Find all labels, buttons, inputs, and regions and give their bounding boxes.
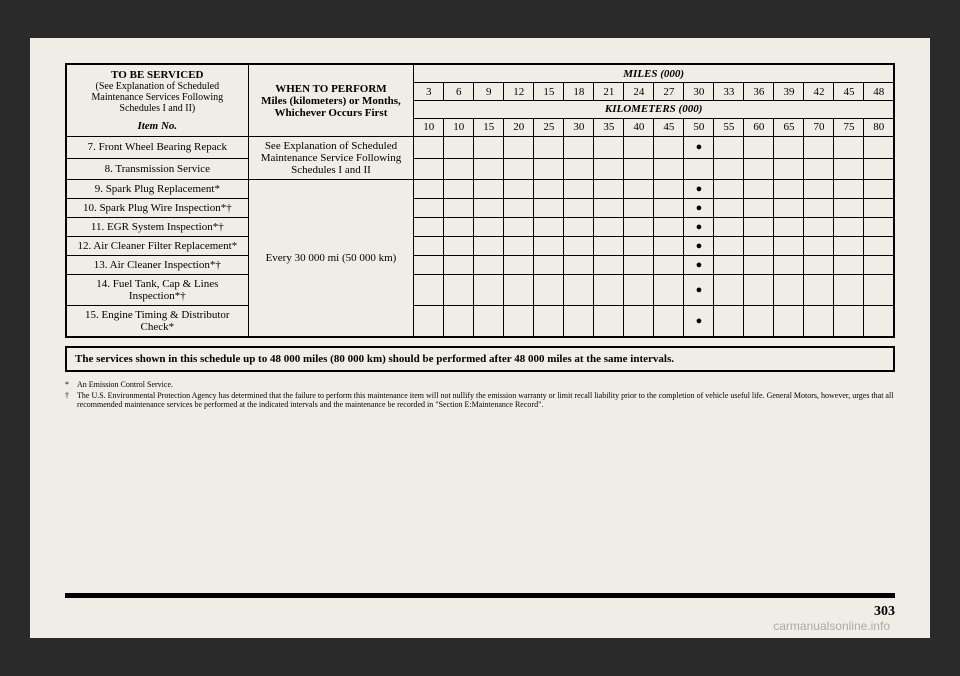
dot-icon: ● xyxy=(684,237,714,256)
page-rule xyxy=(65,593,895,598)
km-col: 10 xyxy=(444,118,474,136)
table-row: 12. Air Cleaner Filter Replacement* ● xyxy=(66,237,894,256)
miles-col: 36 xyxy=(744,83,774,101)
note-box: The services shown in this schedule up t… xyxy=(65,346,895,372)
item-label: 14. Fuel Tank, Cap & Lines Inspection*† xyxy=(66,275,248,306)
item-label: 12. Air Cleaner Filter Replacement* xyxy=(66,237,248,256)
miles-col: 42 xyxy=(804,83,834,101)
when-title: WHEN TO PERFORM xyxy=(253,83,410,95)
table-row: 10. Spark Plug Wire Inspection*† ● xyxy=(66,199,894,218)
table-row: 13. Air Cleaner Inspection*† ● xyxy=(66,256,894,275)
footnote-dagger: † The U.S. Environmental Protection Agen… xyxy=(65,391,895,409)
item-no-label: Item No. xyxy=(71,120,244,132)
miles-header: MILES (000) xyxy=(414,64,894,83)
km-col: 25 xyxy=(534,118,564,136)
km-col: 55 xyxy=(714,118,744,136)
km-col: 35 xyxy=(594,118,624,136)
miles-col: 15 xyxy=(534,83,564,101)
km-col: 60 xyxy=(744,118,774,136)
km-col: 80 xyxy=(864,118,894,136)
footnote-text: An Emission Control Service. xyxy=(77,380,173,389)
item-label: 10. Spark Plug Wire Inspection*† xyxy=(66,199,248,218)
table-row: 8. Transmission Service xyxy=(66,158,894,180)
footnote-text: The U.S. Environmental Protection Agency… xyxy=(77,391,895,409)
miles-col: 30 xyxy=(684,83,714,101)
table-row: 9. Spark Plug Replacement* Every 30 000 … xyxy=(66,180,894,199)
item-label: 8. Transmission Service xyxy=(66,158,248,180)
item-label: 15. Engine Timing & Distributor Check* xyxy=(66,306,248,338)
footnotes: * An Emission Control Service. † The U.S… xyxy=(65,380,895,409)
miles-col: 9 xyxy=(474,83,504,101)
miles-col: 3 xyxy=(414,83,444,101)
header-title: TO BE SERVICED xyxy=(71,69,244,81)
miles-col: 39 xyxy=(774,83,804,101)
miles-col: 45 xyxy=(834,83,864,101)
km-col: 20 xyxy=(504,118,534,136)
footnote-star: * An Emission Control Service. xyxy=(65,380,895,389)
miles-col: 18 xyxy=(564,83,594,101)
maintenance-schedule-table: TO BE SERVICED (See Explanation of Sched… xyxy=(65,63,895,338)
dagger-symbol: † xyxy=(65,391,77,409)
miles-col: 24 xyxy=(624,83,654,101)
miles-col: 21 xyxy=(594,83,624,101)
km-col: 45 xyxy=(654,118,684,136)
km-col: 15 xyxy=(474,118,504,136)
km-header: KILOMETERS (000) xyxy=(414,101,894,119)
item-label: 9. Spark Plug Replacement* xyxy=(66,180,248,199)
dot-icon: ● xyxy=(684,306,714,338)
perform-cell: Every 30 000 mi (50 000 km) xyxy=(248,180,414,338)
star-symbol: * xyxy=(65,380,77,389)
watermark: carmanualsonline.info xyxy=(773,619,890,633)
dot-icon: ● xyxy=(684,137,714,159)
item-label: 13. Air Cleaner Inspection*† xyxy=(66,256,248,275)
miles-col: 12 xyxy=(504,83,534,101)
when-subtitle: Miles (kilometers) or Months, Whichever … xyxy=(253,95,410,119)
km-col: 75 xyxy=(834,118,864,136)
dot-icon: ● xyxy=(684,180,714,199)
miles-col: 6 xyxy=(444,83,474,101)
header-subtitle: (See Explanation of Scheduled Maintenanc… xyxy=(71,81,244,114)
dot-icon: ● xyxy=(684,218,714,237)
table-row: 14. Fuel Tank, Cap & Lines Inspection*† … xyxy=(66,275,894,306)
km-col: 10 xyxy=(414,118,444,136)
to-be-serviced-header: TO BE SERVICED (See Explanation of Sched… xyxy=(66,64,248,137)
dot-icon: ● xyxy=(684,275,714,306)
km-col: 40 xyxy=(624,118,654,136)
km-col: 70 xyxy=(804,118,834,136)
when-to-perform-header: WHEN TO PERFORM Miles (kilometers) or Mo… xyxy=(248,64,414,137)
miles-col: 27 xyxy=(654,83,684,101)
dot-icon: ● xyxy=(684,199,714,218)
table-row: 15. Engine Timing & Distributor Check* ● xyxy=(66,306,894,338)
km-col: 50 xyxy=(684,118,714,136)
document-page: TO BE SERVICED (See Explanation of Sched… xyxy=(30,38,930,638)
dot-icon: ● xyxy=(684,256,714,275)
table-row: 11. EGR System Inspection*† ● xyxy=(66,218,894,237)
miles-col: 48 xyxy=(864,83,894,101)
item-label: 11. EGR System Inspection*† xyxy=(66,218,248,237)
perform-cell: See Explanation of Scheduled Maintenance… xyxy=(248,137,414,180)
page-number: 303 xyxy=(874,604,895,620)
km-col: 65 xyxy=(774,118,804,136)
table-row: 7. Front Wheel Bearing Repack See Explan… xyxy=(66,137,894,159)
miles-col: 33 xyxy=(714,83,744,101)
km-col: 30 xyxy=(564,118,594,136)
item-label: 7. Front Wheel Bearing Repack xyxy=(66,137,248,159)
